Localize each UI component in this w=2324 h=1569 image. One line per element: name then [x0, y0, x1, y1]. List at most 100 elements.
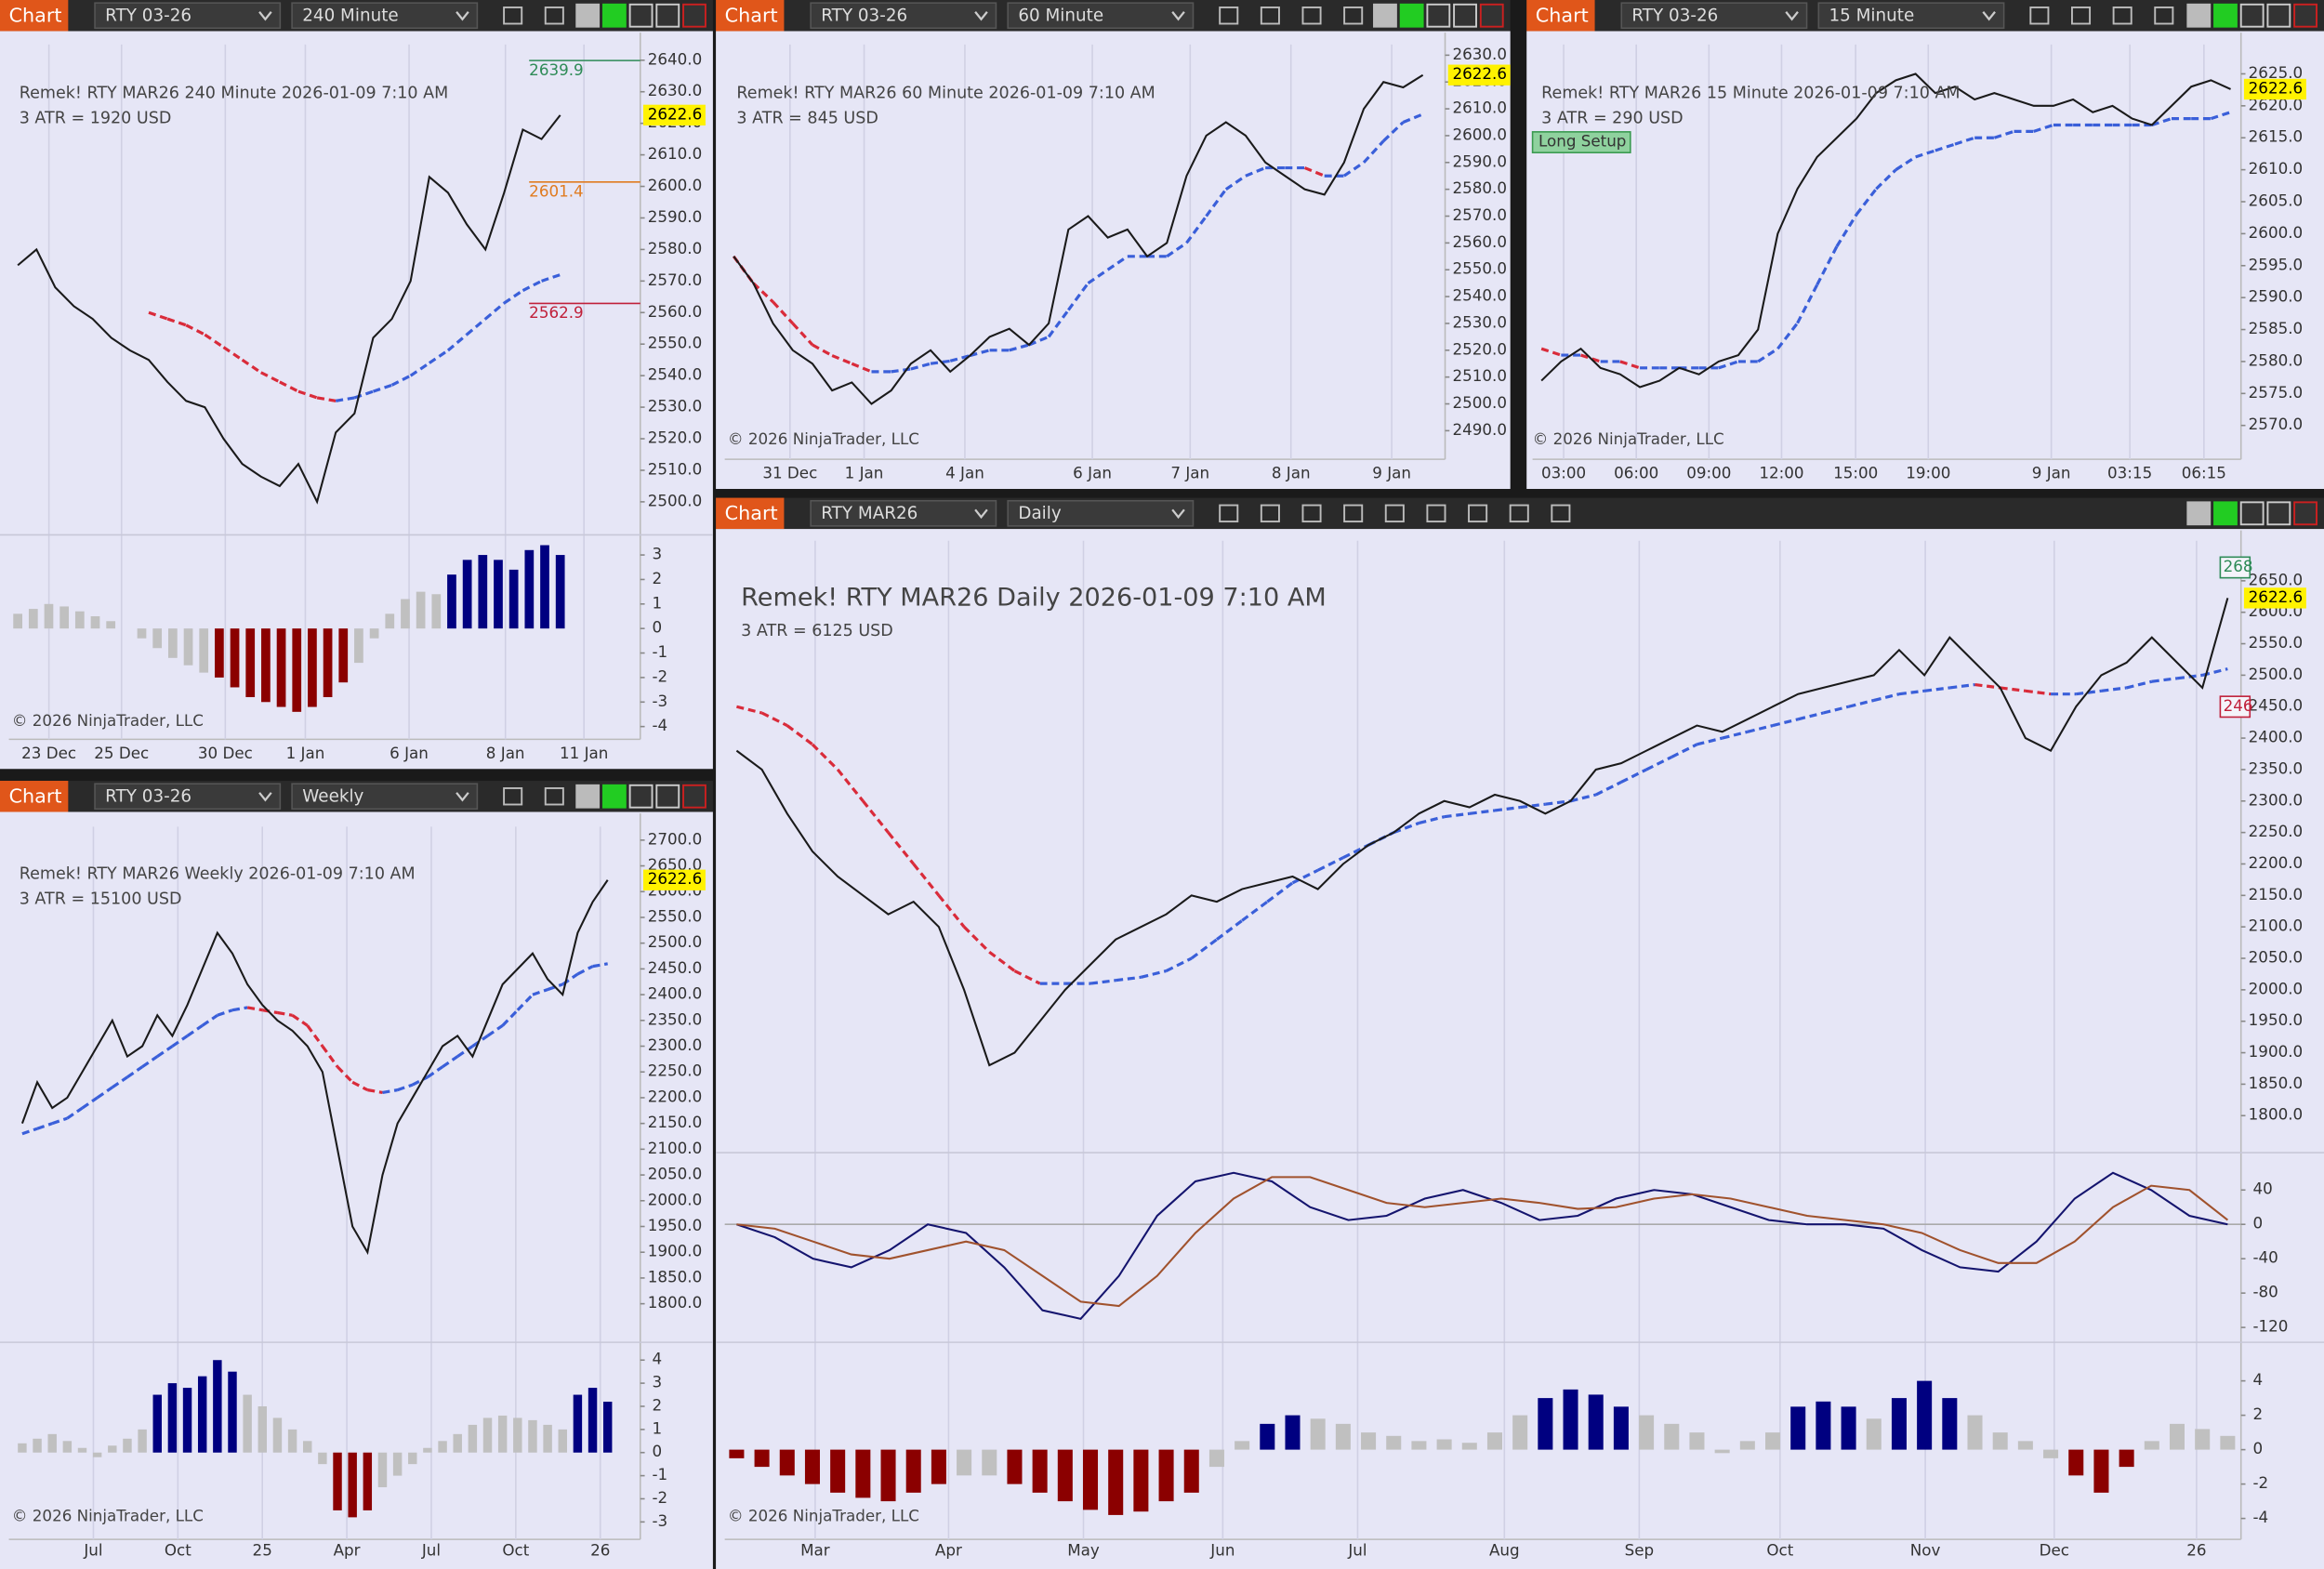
moving-average	[1718, 360, 1739, 370]
toolbar-icon[interactable]	[2070, 7, 2092, 25]
chart-tab[interactable]	[716, 497, 785, 530]
window-button[interactable]	[682, 3, 706, 28]
interval-dropdown[interactable]	[291, 2, 479, 30]
toolbar-icon[interactable]	[1384, 504, 1405, 523]
moving-average	[1545, 799, 1571, 806]
instrument-dropdown-label: RTY 03-26	[105, 787, 191, 807]
window-button[interactable]	[628, 784, 654, 809]
window-button[interactable]	[2266, 3, 2291, 28]
window-button[interactable]	[1399, 3, 1424, 28]
chart-tab[interactable]	[0, 0, 69, 32]
toolbar-icon[interactable]	[503, 7, 523, 25]
y-tick-label: 2250.0	[648, 1061, 703, 1080]
interval-dropdown-label: 240 Minute	[302, 7, 398, 26]
chart-tab[interactable]	[1526, 0, 1595, 32]
toolbar-icon[interactable]	[1468, 504, 1488, 523]
histogram-bar	[1664, 1423, 1680, 1450]
y-tick-label: 2	[653, 1395, 663, 1414]
window-button[interactable]	[601, 3, 627, 28]
moving-average	[862, 799, 890, 834]
y-tick-label: 2500.0	[1453, 393, 1508, 412]
instrument-dropdown[interactable]	[1620, 2, 1808, 30]
window-button[interactable]	[1479, 3, 1504, 28]
window-button[interactable]	[655, 784, 680, 809]
toolbar-icon[interactable]	[2112, 7, 2133, 25]
histogram-bar	[59, 606, 70, 629]
histogram-bar	[308, 628, 317, 707]
window-button[interactable]	[1373, 3, 1397, 28]
toolbar-icon[interactable]	[1260, 7, 1280, 25]
toolbar-icon[interactable]	[1219, 7, 1239, 25]
histogram-bar	[1310, 1418, 1326, 1450]
chart-tab[interactable]	[0, 781, 69, 812]
window-button[interactable]	[2266, 501, 2291, 526]
y-tick-label: 2600.0	[2249, 223, 2304, 242]
window-button[interactable]	[628, 3, 654, 28]
toolbar-icon[interactable]	[1260, 504, 1280, 523]
window-button[interactable]	[2186, 501, 2212, 526]
toolbar-icon[interactable]	[2029, 7, 2050, 25]
window-button[interactable]	[2213, 501, 2238, 526]
toolbar-icon[interactable]	[2154, 7, 2174, 25]
interval-dropdown-label: 60 Minute	[1018, 7, 1103, 26]
toolbar-icon[interactable]	[544, 787, 564, 806]
y-tick-label: 2550.0	[648, 334, 703, 352]
chart-tab[interactable]	[716, 0, 785, 32]
window-button[interactable]	[2293, 501, 2317, 526]
toolbar-icon[interactable]	[1509, 504, 1529, 523]
instrument-dropdown[interactable]	[810, 2, 997, 30]
y-tick-label: 2	[2252, 1404, 2263, 1423]
toolbar-icon[interactable]	[1426, 504, 1446, 523]
moving-average	[1009, 343, 1030, 352]
price-tag-label: 2622.6	[2249, 587, 2304, 606]
window-button[interactable]	[1426, 3, 1451, 28]
window-button[interactable]	[1453, 3, 1477, 28]
interval-dropdown[interactable]	[291, 783, 479, 811]
histogram-bar	[779, 1449, 795, 1476]
moving-average	[1974, 682, 2000, 690]
toolbar-icon[interactable]	[1551, 504, 1571, 523]
y-tick-label: 2300.0	[648, 1035, 703, 1054]
moving-average	[486, 1024, 504, 1037]
moving-average	[2101, 686, 2127, 692]
window-button[interactable]	[655, 3, 680, 28]
moving-average	[96, 1086, 113, 1100]
toolbar-icon[interactable]	[544, 7, 564, 25]
toolbar-icon[interactable]	[503, 787, 523, 806]
dropdown-chevron	[974, 11, 988, 21]
toolbar-icon[interactable]	[1343, 7, 1364, 25]
moving-average	[786, 724, 813, 746]
window-button[interactable]	[2186, 3, 2212, 28]
window-button[interactable]	[2213, 3, 2238, 28]
interval-dropdown[interactable]	[1007, 499, 1195, 527]
x-tick-label: 03:00	[1541, 464, 1586, 482]
moving-average	[547, 982, 563, 992]
moving-average	[279, 380, 299, 393]
y-tick-label: 2630.0	[648, 81, 703, 99]
window-button[interactable]	[682, 784, 706, 809]
histogram-bar	[62, 1441, 73, 1453]
y-tick-label: 2510.0	[648, 459, 703, 478]
y-tick-label: -1	[653, 1465, 668, 1483]
window-button[interactable]	[2293, 3, 2317, 28]
toolbar-icon[interactable]	[1301, 504, 1322, 523]
window-button[interactable]	[575, 784, 601, 809]
window-button[interactable]	[575, 3, 601, 28]
toolbar-icon[interactable]	[1219, 504, 1239, 523]
instrument-dropdown[interactable]	[810, 499, 997, 527]
moving-average	[1241, 900, 1269, 922]
window-button[interactable]	[2239, 3, 2265, 28]
histogram-bar	[292, 628, 302, 712]
moving-average	[2176, 673, 2203, 680]
y-tick-label: 2550.0	[2249, 633, 2304, 652]
toolbar-icon[interactable]	[1301, 7, 1322, 25]
interval-dropdown[interactable]	[1817, 2, 2005, 30]
interval-dropdown[interactable]	[1007, 2, 1195, 30]
window-button[interactable]	[601, 784, 627, 809]
window-button[interactable]	[2239, 501, 2265, 526]
instrument-dropdown[interactable]	[94, 783, 282, 811]
histogram-bar	[354, 628, 363, 664]
moving-average	[1670, 743, 1698, 758]
instrument-dropdown[interactable]	[94, 2, 282, 30]
toolbar-icon[interactable]	[1343, 504, 1364, 523]
